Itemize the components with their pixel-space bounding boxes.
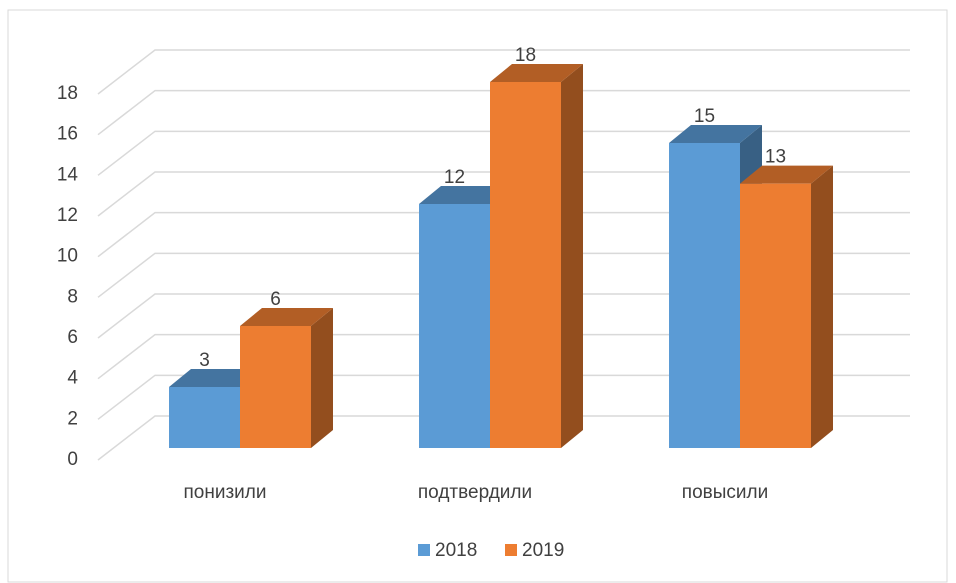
bar: [240, 326, 311, 448]
bar-side: [311, 308, 333, 448]
y-tick-label: 0: [67, 449, 78, 470]
grid-line: [97, 49, 910, 95]
y-tick-label: 16: [57, 124, 78, 145]
bar: [169, 387, 240, 448]
y-tick-label: 6: [67, 327, 78, 348]
bar-top: [669, 125, 762, 143]
grid-line: [97, 89, 910, 136]
grid-line: [97, 211, 910, 258]
bar: [669, 143, 740, 448]
data-label: 3: [199, 350, 210, 371]
bar: [490, 82, 561, 448]
bar-top: [740, 165, 833, 184]
grid-line: [97, 293, 910, 339]
y-tick-label: 4: [67, 368, 78, 389]
grid-line: [97, 252, 910, 298]
bar: [740, 183, 811, 448]
bar-side: [561, 64, 583, 448]
y-tick-label: 8: [67, 286, 78, 307]
grid-line: [97, 374, 910, 420]
bar-top: [240, 308, 333, 326]
data-label: 6: [270, 289, 281, 310]
legend-label: 2018: [435, 540, 477, 561]
x-tick-label: подтвердили: [418, 482, 532, 503]
grid-line: [97, 415, 910, 461]
bar-side: [811, 165, 833, 448]
bar-top: [419, 186, 512, 204]
y-tick-label: 18: [57, 83, 78, 104]
legend-swatch: [418, 544, 430, 556]
legend-swatch: [505, 544, 517, 556]
grid-line: [97, 333, 910, 380]
x-tick-label: повысили: [682, 482, 768, 503]
y-tick-label: 12: [57, 205, 78, 226]
y-tick-label: 10: [57, 246, 78, 267]
data-label: 18: [515, 45, 536, 66]
bar-top: [169, 369, 262, 387]
data-label: 13: [765, 147, 786, 168]
y-tick-label: 14: [57, 164, 79, 185]
grid-line: [97, 171, 910, 217]
legend-label: 2019: [522, 540, 564, 561]
x-tick-label: понизили: [184, 482, 267, 503]
grid-line: [97, 130, 910, 176]
data-label: 15: [694, 106, 715, 127]
data-label: 12: [444, 167, 465, 188]
y-tick-label: 2: [67, 408, 78, 429]
bar-top: [490, 64, 583, 82]
bar: [419, 204, 490, 448]
